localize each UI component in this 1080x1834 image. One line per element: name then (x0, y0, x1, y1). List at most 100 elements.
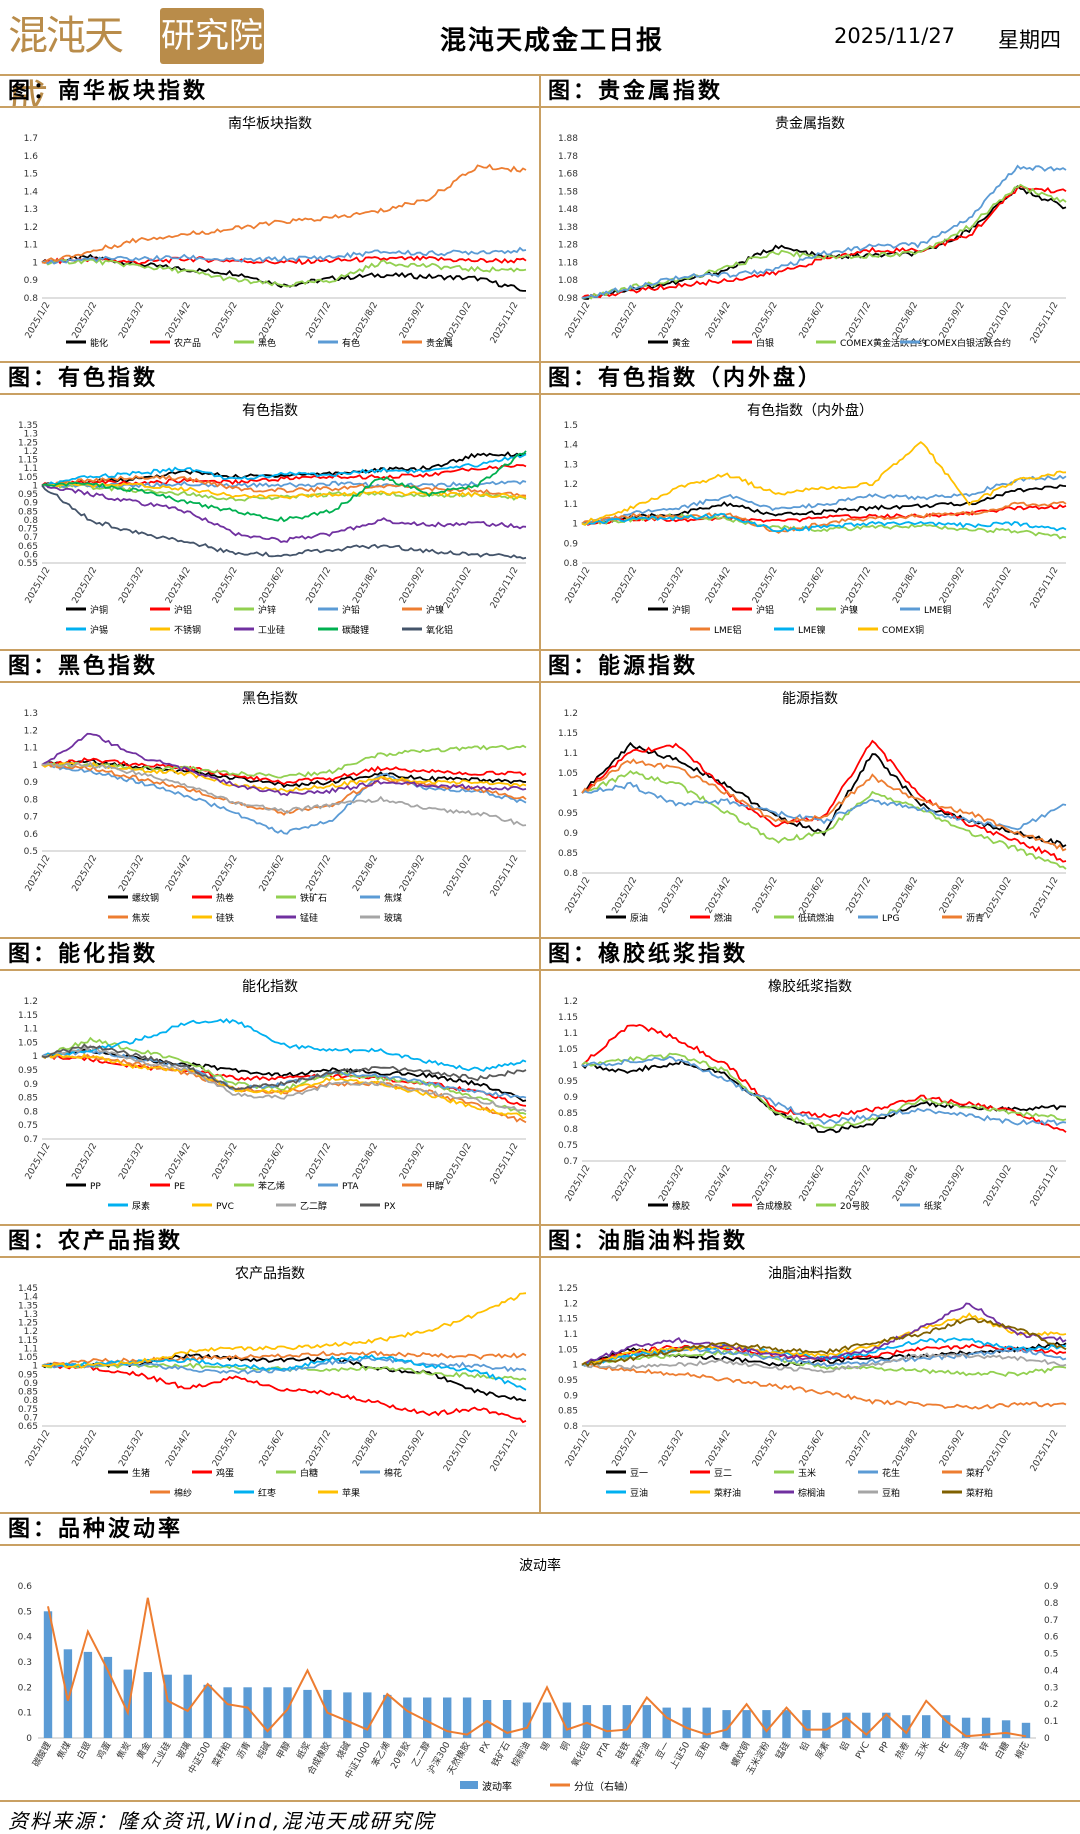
x-tick-label: 2025/11/2 (489, 854, 521, 899)
x-tick-label: 烧碱 (334, 1740, 353, 1762)
series-line-乙二醇 (42, 1044, 527, 1113)
series-line-玉米 (581, 1349, 1067, 1377)
x-tick-label: 2025/11/2 (1029, 1164, 1061, 1209)
report-header: 混沌天成 研究院 混沌天成金工日报 2025/11/27 星期四 (0, 0, 1080, 123)
series-line-PVC (41, 1053, 527, 1120)
bar-镍 (722, 1710, 731, 1738)
y-tick-label: 1.05 (18, 473, 38, 483)
y-tick-label: 0.8 (24, 1107, 39, 1117)
x-tick-label: 棕榈油 (509, 1740, 533, 1769)
legend-label: 沪镍 (426, 604, 444, 616)
x-tick-label: 2025/2/2 (71, 1142, 100, 1182)
bar-乙二醇 (423, 1697, 432, 1738)
y-tick-label: 1.88 (558, 134, 578, 144)
y-tick-label: 1.4 (564, 441, 579, 451)
x-tick-label: 2025/11/2 (489, 301, 521, 346)
x-tick-label: 2025/4/2 (164, 301, 193, 341)
bar-PE (942, 1715, 951, 1738)
x-tick-label: 2025/1/2 (24, 301, 53, 341)
chart-agri: 农产品指数 1.45 1.35 1.25 1.15 1.05 0.95 0.85 0.75 0.6… (4, 1258, 536, 1510)
y-tick-label: 1.2 (564, 1299, 578, 1309)
x-tick-label: 2025/9/2 (938, 1164, 967, 1204)
y-tick-label: 1.1 (564, 749, 578, 759)
x-tick-label: 2025/11/2 (489, 566, 521, 611)
y-tick-label: 0.7 (24, 533, 38, 543)
legend-label: 乙二醇 (300, 1200, 327, 1212)
bar-硅铁 (622, 1705, 631, 1738)
y-tick-label: 1.3 (564, 460, 578, 470)
legend-label: 沪镍 (840, 604, 858, 616)
chart-title: 农产品指数 (235, 1266, 305, 1282)
legend-label: LME铜 (924, 604, 951, 616)
x-tick-label: 2025/8/2 (891, 566, 920, 606)
legend-label: PVC (216, 1202, 234, 1212)
x-tick-label: 2025/1/2 (564, 876, 593, 916)
y-tick-label: 1.4 (24, 1293, 39, 1303)
bar-合成橡胶 (323, 1689, 332, 1738)
legend-label: 氧化铝 (426, 624, 453, 636)
x-tick-label: 2025/1/2 (24, 854, 53, 894)
x-tick-label: 2025/7/2 (845, 1429, 874, 1469)
chart-title: 南华板块指数 (228, 116, 312, 132)
bar-黄金 (143, 1672, 152, 1738)
series-line-生猪 (41, 1352, 527, 1402)
y-tick-label: 1.05 (558, 1345, 578, 1355)
x-tick-label: 2025/4/2 (704, 566, 733, 606)
series-line-纸浆 (581, 1055, 1067, 1127)
x-tick-label: 沥青 (234, 1740, 253, 1762)
x-tick-label: 2025/1/2 (24, 566, 53, 606)
y-tick-label: 1.1 (24, 464, 38, 474)
legend-label: 花生 (882, 1467, 900, 1479)
y-tick-label: 0.98 (558, 294, 578, 304)
legend-label: PP (90, 1182, 101, 1192)
bar-碳酸锂 (43, 1611, 53, 1738)
x-tick-label: 工业硅 (149, 1740, 173, 1769)
y-tick-label: 1.2 (564, 997, 578, 1007)
legend-label: 黄金 (672, 337, 690, 349)
x-tick-label: 2025/3/2 (117, 854, 146, 894)
series-line-LME铜 (581, 474, 1067, 526)
y-tick-label: 0.95 (18, 490, 38, 500)
bar-纸浆 (303, 1689, 312, 1738)
bar-焦炭 (123, 1669, 132, 1738)
legend-label: 棉纱 (174, 1487, 192, 1499)
x-tick-label: 2025/10/2 (442, 854, 474, 899)
chart-title: 贵金属指数 (775, 116, 845, 132)
x-tick-label: 焦煤 (54, 1740, 73, 1762)
x-tick-label: 甲醇 (274, 1740, 293, 1762)
y-tick-label: 1.2 (24, 447, 38, 457)
bar-PP (882, 1712, 891, 1738)
legend-label: 鸡蛋 (216, 1467, 234, 1479)
section-title: 图：油脂油料指数 (548, 1229, 749, 1254)
logo: 混沌天成 研究院 (8, 4, 264, 123)
x-tick-label: 菜籽粕 (209, 1740, 233, 1769)
legend-label: 螺纹钢 (132, 892, 159, 904)
y-tick-label: 0.9 (24, 499, 39, 509)
series-line-LME铝 (581, 500, 1067, 534)
x-tick-label: 2025/7/2 (305, 1429, 334, 1469)
x-tick-label: 2025/7/2 (845, 301, 874, 341)
section-title: 图：品种波动率 (8, 1517, 184, 1542)
x-tick-label: 2025/6/2 (258, 1142, 287, 1182)
y-tick-label: 0.6 (24, 830, 39, 840)
x-tick-label: PE (938, 1740, 952, 1755)
section-title: 图：南华板块指数 (8, 79, 209, 104)
series-line-玻璃 (41, 761, 527, 827)
section-title: 图：有色指数 (8, 366, 159, 391)
series-line-苯乙烯 (41, 1036, 527, 1116)
y-tick-label: 0.85 (558, 1109, 578, 1119)
y-tick-label: 1.2 (24, 726, 38, 736)
bar-铜 (562, 1702, 572, 1738)
series-line-豆油 (581, 1337, 1067, 1367)
x-tick-label: 2025/6/2 (798, 1164, 827, 1204)
bar-锰硅 (782, 1710, 791, 1738)
x-tick-label: 2025/11/2 (1029, 566, 1061, 611)
legend-label: 沪铝 (174, 604, 192, 616)
series-line-黑色 (41, 258, 527, 288)
x-tick-label: 2025/5/2 (751, 301, 780, 341)
y-tick-label: 0.65 (18, 1422, 38, 1432)
x-tick-label: 2025/1/2 (564, 566, 593, 606)
y-tick-label: 1.05 (18, 1038, 38, 1048)
x-tick-label: 2025/4/2 (704, 876, 733, 916)
legend-label: 沥青 (966, 912, 984, 924)
